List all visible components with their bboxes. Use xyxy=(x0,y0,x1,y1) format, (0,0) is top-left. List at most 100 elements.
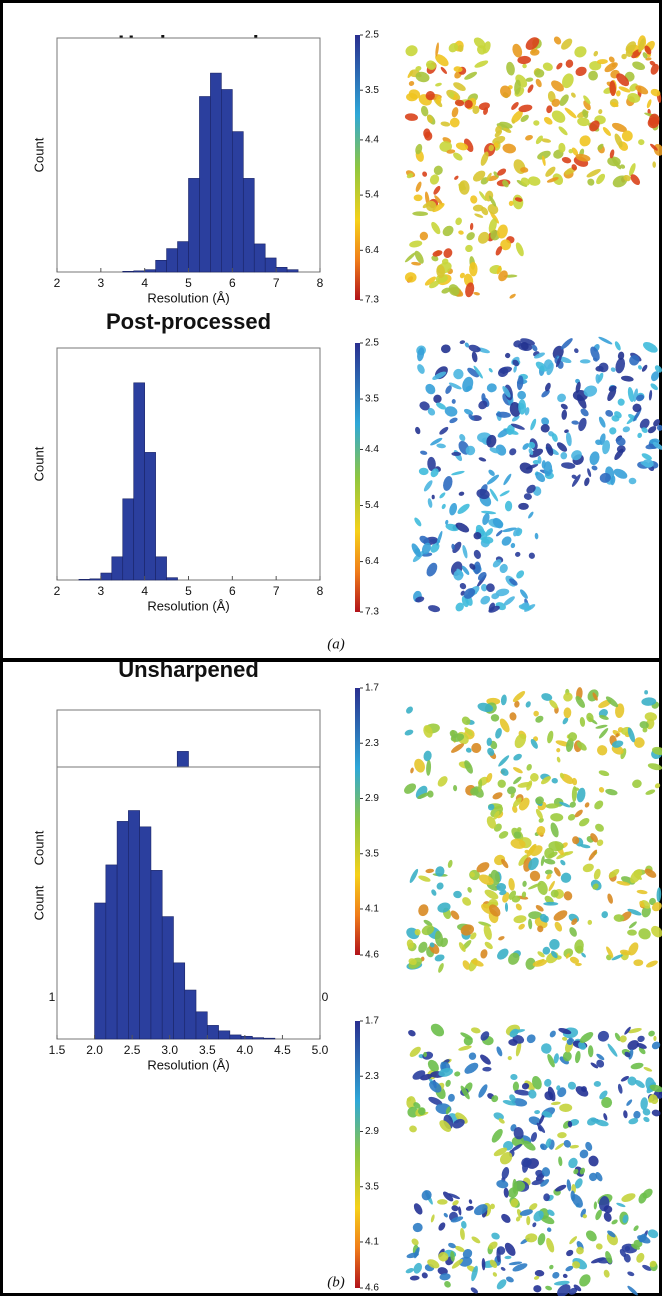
density-blob xyxy=(432,203,445,213)
density-blob xyxy=(611,62,616,68)
density-blob xyxy=(432,250,443,257)
density-blob xyxy=(563,707,572,719)
density-blob xyxy=(423,919,433,927)
density-blob xyxy=(560,872,572,883)
density-blob xyxy=(528,911,543,920)
bar xyxy=(166,248,178,273)
density-blob xyxy=(477,231,490,244)
density-blob xyxy=(462,897,472,906)
density-blob xyxy=(502,143,517,154)
density-blob xyxy=(445,523,459,532)
density-blob xyxy=(471,1265,478,1282)
density-blob xyxy=(543,461,553,477)
density-blob xyxy=(656,887,662,902)
density-blob xyxy=(514,1089,531,1096)
density-blob xyxy=(404,252,416,263)
density-blob xyxy=(620,375,634,382)
density-blob xyxy=(513,159,526,174)
density-blob xyxy=(551,950,558,959)
density-blob xyxy=(483,924,492,940)
density-blob xyxy=(425,200,437,212)
chart-title: Post-processed xyxy=(106,309,271,334)
density-blob xyxy=(490,714,500,722)
density-blob xyxy=(512,1081,520,1092)
density-blob xyxy=(556,851,569,860)
density-blob xyxy=(563,1139,571,1148)
density-blob xyxy=(461,1220,467,1229)
colorbar-tick-label: 7.3 xyxy=(365,295,379,306)
density-blob xyxy=(500,694,507,706)
density-blob xyxy=(564,107,577,119)
density-blob xyxy=(427,1059,439,1073)
density-blob xyxy=(436,882,444,890)
density-blob xyxy=(506,61,515,76)
density-blob xyxy=(519,462,533,474)
density-blob xyxy=(647,117,660,129)
density-blob xyxy=(644,45,652,55)
density-blob xyxy=(491,1128,503,1143)
density-blob xyxy=(443,475,453,491)
density-blob xyxy=(457,44,464,52)
density-blob xyxy=(588,1172,598,1182)
density-blob xyxy=(525,701,531,708)
density-blob xyxy=(481,1257,486,1271)
density-blob xyxy=(450,910,460,920)
density-blob xyxy=(526,1215,531,1226)
density-blob xyxy=(426,759,432,776)
density-blob xyxy=(404,783,417,794)
density-blob xyxy=(448,284,460,296)
density-blob xyxy=(455,602,464,612)
density-blob xyxy=(488,218,497,234)
bar xyxy=(133,382,145,581)
colorbar-tick-label: 2.3 xyxy=(365,1071,379,1082)
density-blob xyxy=(511,119,515,124)
density-blob xyxy=(551,433,558,442)
density-blob xyxy=(611,102,619,107)
density-blob xyxy=(510,838,526,849)
density-blob xyxy=(654,783,661,789)
density-blob xyxy=(525,134,533,141)
density-blob xyxy=(445,1079,451,1087)
density-blob xyxy=(443,1191,454,1202)
colorbar-tick-label: 4.6 xyxy=(365,950,379,961)
density-blob xyxy=(420,450,428,455)
density-blob xyxy=(550,822,559,838)
density-blob xyxy=(646,99,652,109)
density-blob xyxy=(627,908,642,916)
density-blob xyxy=(439,1120,452,1132)
density-blob xyxy=(425,383,436,395)
density-blob xyxy=(571,92,576,98)
density-blob xyxy=(453,66,463,73)
density-blob xyxy=(613,914,625,922)
density-blob xyxy=(643,1067,653,1072)
density-blob xyxy=(518,854,529,866)
density-blob xyxy=(499,718,510,733)
density-blob xyxy=(508,1039,518,1046)
density-blob xyxy=(571,1194,583,1208)
density-blob xyxy=(431,221,441,235)
density-blob xyxy=(561,409,568,420)
density-blob xyxy=(449,117,460,128)
density-blob xyxy=(510,542,516,549)
density-blob xyxy=(611,415,620,422)
density-blob xyxy=(453,784,458,792)
density-blob xyxy=(563,692,573,702)
density-blob xyxy=(434,930,444,947)
density-blob xyxy=(543,858,556,865)
density-blob xyxy=(573,1168,579,1175)
density-blob xyxy=(551,110,566,123)
density-blob xyxy=(567,1081,577,1090)
density-blob xyxy=(465,747,472,753)
density-blob xyxy=(569,801,576,808)
density-blob xyxy=(595,1243,603,1250)
density-blob xyxy=(528,176,541,186)
density-blob xyxy=(444,406,458,417)
density-blob xyxy=(511,1143,523,1152)
density-blob xyxy=(498,936,505,941)
density-blob xyxy=(500,768,509,776)
density-blob xyxy=(471,1236,481,1244)
density-blob xyxy=(545,1285,553,1291)
density-blob xyxy=(445,519,449,525)
density-blob xyxy=(598,770,610,777)
density-blob xyxy=(448,1242,456,1249)
